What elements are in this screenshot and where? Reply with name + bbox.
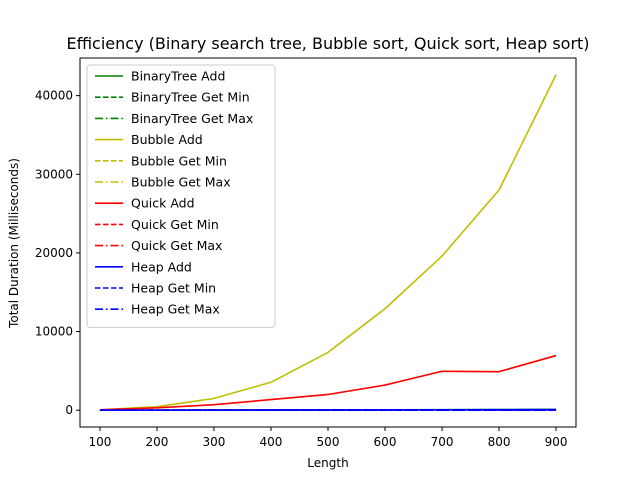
x-tick-label: 100 [89,435,112,449]
x-tick-label: 700 [431,435,454,449]
x-tick-label: 200 [146,435,169,449]
y-axis-label: Total Duration (Milliseconds) [7,158,21,329]
x-tick-label: 800 [488,435,511,449]
legend-label: Bubble Get Max [131,175,231,190]
y-tick-label: 40000 [35,89,73,103]
legend-label: Bubble Add [131,132,203,147]
legend-label: Bubble Get Min [131,153,227,168]
y-tick-label: 0 [65,403,73,417]
y-tick-label: 30000 [35,167,73,181]
legend-label: BinaryTree Add [131,69,225,84]
x-tick-label: 400 [260,435,283,449]
series-layer [99,74,557,412]
x-tick-label: 600 [374,435,397,449]
legend-label: Quick Get Min [131,217,219,232]
chart-title: Efficiency (Binary search tree, Bubble s… [66,34,589,53]
legend-box [86,64,276,328]
legend-label: BinaryTree Get Min [131,90,250,105]
x-axis-label: Length [307,456,348,470]
legend-label: BinaryTree Get Max [131,111,253,126]
y-tick-label: 20000 [35,246,73,260]
x-tick-label: 500 [317,435,340,449]
series-line-bubble-add [99,74,557,411]
series-line-quick-add [99,354,557,411]
y-tick-label: 10000 [35,325,73,339]
legend-label: Heap Get Min [131,281,216,296]
x-tick-label: 300 [203,435,226,449]
legend-label: Quick Add [131,196,195,211]
axes-layer: 100 200 300 400 500 600 700 800 900 0 10000 20000 30… [35,57,577,449]
legend-label: Heap Get Max [131,302,220,317]
legend-label: Heap Add [131,259,192,274]
legend: BinaryTree Add BinaryTree Get Min BinaryTr… [86,64,276,328]
legend-label: Quick Get Max [131,238,222,253]
x-tick-label: 900 [545,435,568,449]
